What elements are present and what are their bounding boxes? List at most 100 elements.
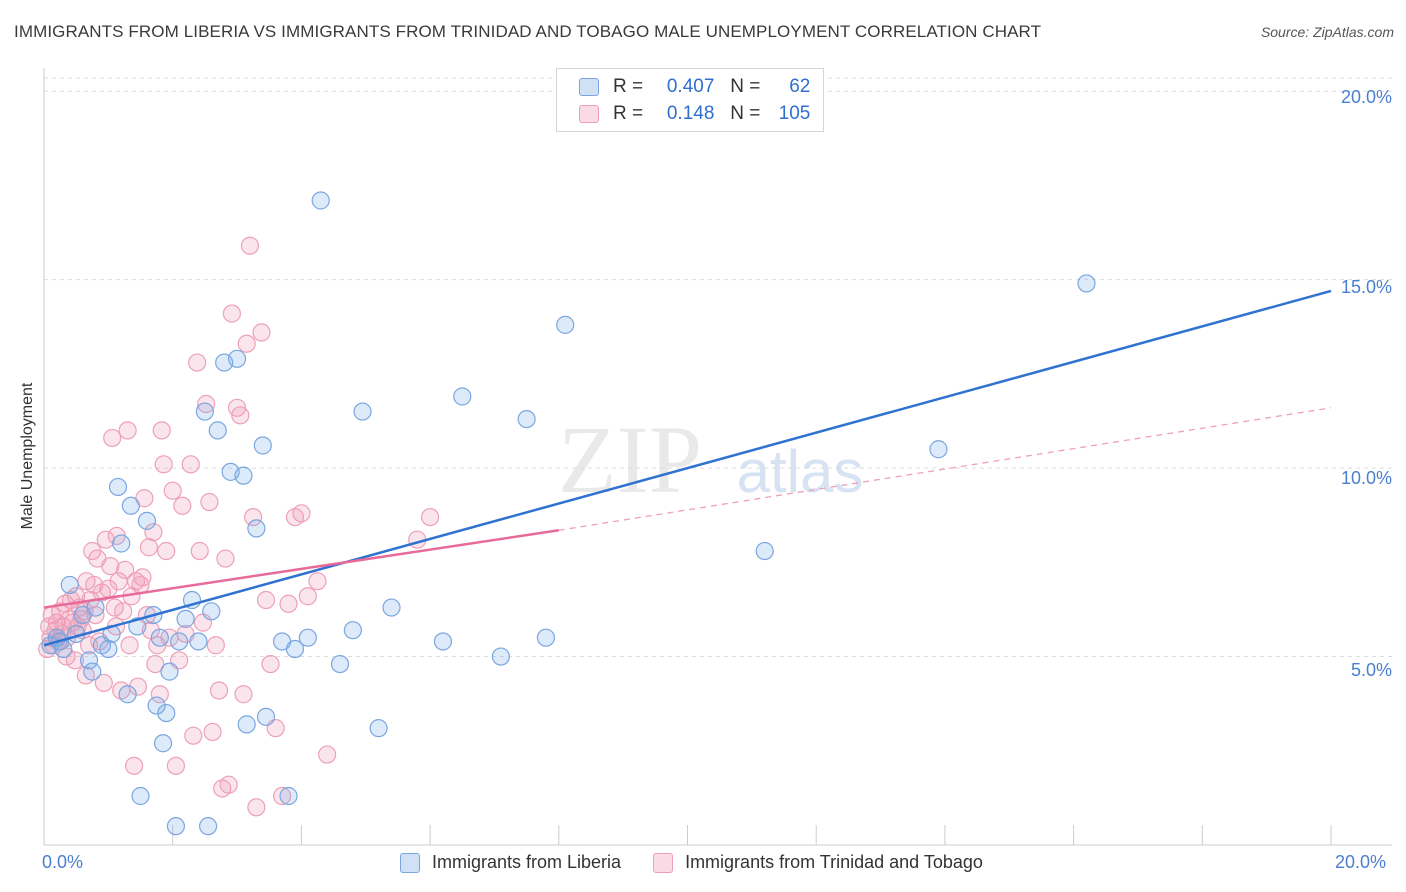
liberia-point — [237, 715, 256, 734]
trinidad-point — [231, 406, 250, 425]
liberia-point — [369, 719, 388, 738]
liberia-point — [311, 191, 330, 210]
liberia-point — [517, 409, 536, 429]
trend-lines — [43, 289, 1332, 647]
liberia-point — [353, 402, 372, 421]
legend-label-trinidad: Immigrants from Trinidad and Tobago — [685, 852, 983, 872]
liberia-point — [343, 621, 362, 640]
trinidad-point — [421, 507, 440, 527]
legend-r-value: 0.407 — [666, 76, 715, 97]
legend-n-label: N = — [730, 76, 761, 97]
liberia-point — [137, 511, 157, 530]
chart-title: IMMIGRANTS FROM LIBERIA VS IMMIGRANTS FR… — [14, 22, 1042, 41]
liberia-point — [929, 440, 948, 459]
watermark-zip: ZIP — [558, 406, 702, 513]
trinidad-swatch — [579, 105, 599, 123]
liberia-point — [755, 541, 774, 561]
liberia-point — [128, 617, 147, 636]
trinidad-point — [222, 304, 242, 323]
trinidad-point — [101, 556, 120, 576]
liberia-point — [285, 639, 305, 659]
trinidad-point — [298, 587, 317, 606]
legend-n-value: 62 — [789, 76, 811, 97]
series-legend: Immigrants from Liberia Immigrants from … — [400, 852, 1015, 873]
liberia-point — [227, 349, 247, 368]
trinidad-point — [157, 541, 176, 561]
liberia-point — [121, 496, 140, 515]
trinidad-point — [150, 685, 169, 704]
trinidad-point — [181, 455, 200, 474]
trinidad-point — [203, 722, 222, 742]
liberia-point — [108, 477, 128, 497]
trinidad-point — [128, 677, 148, 696]
trinidad-swatch — [653, 852, 674, 873]
liberia-point — [453, 387, 472, 406]
trinidad-point — [163, 481, 182, 500]
trinidad-point — [252, 323, 271, 342]
liberia-point — [208, 421, 227, 440]
trinidad-point — [279, 594, 298, 613]
liberia-point — [195, 402, 214, 421]
trinidad-point — [318, 745, 337, 764]
liberia-swatch — [579, 78, 599, 96]
y-tick-label: 5.0% — [1350, 660, 1392, 680]
y-tick-label: 10.0% — [1340, 468, 1392, 488]
liberia-point — [118, 685, 137, 704]
liberia-point — [99, 639, 118, 659]
x-tick-label: 20.0% — [1335, 852, 1387, 872]
trinidad-point — [184, 726, 203, 745]
liberia-point — [83, 662, 102, 681]
trinidad-point — [240, 236, 260, 255]
liberia-point — [247, 519, 266, 538]
legend-n-value: 105 — [778, 103, 811, 124]
liberia-trend-line — [43, 289, 1332, 647]
trinidad-point — [120, 636, 139, 655]
trinidad-point — [115, 560, 135, 579]
legend-row-liberia: R = 0.407 N = 62 — [579, 75, 810, 99]
trinidad-point — [86, 605, 105, 625]
liberia-point — [160, 662, 179, 681]
trinidad-point — [234, 685, 253, 704]
trinidad-point — [200, 492, 219, 512]
liberia-point — [382, 598, 401, 617]
trinidad-point — [94, 673, 113, 693]
liberia-point — [330, 654, 350, 674]
trinidad-point — [67, 587, 86, 606]
trinidad-point — [133, 568, 152, 587]
trinidad-point — [173, 496, 192, 515]
trinidad-point — [166, 756, 186, 775]
legend-row-trinidad: R = 0.148 N = 105 — [579, 102, 810, 126]
liberia-point — [198, 817, 218, 836]
liberia-point — [60, 575, 79, 595]
legend-r-label: R = — [613, 76, 644, 97]
liberia-point — [253, 436, 272, 455]
liberia-point — [153, 734, 173, 753]
liberia-point — [433, 632, 453, 651]
liberia-point — [170, 632, 189, 651]
legend-r-value: 0.148 — [666, 103, 715, 124]
liberia-point — [491, 647, 510, 666]
trinidad-point — [152, 421, 171, 440]
trinidad-point — [209, 681, 229, 700]
trinidad-point — [256, 590, 276, 610]
liberia-point — [166, 817, 186, 836]
trinidad-point — [292, 504, 311, 523]
liberia-point — [256, 707, 276, 726]
liberia-point — [202, 602, 221, 621]
legend-r-label: R = — [613, 103, 644, 124]
trinidad-point — [118, 421, 137, 440]
trinidad-trend-line — [43, 529, 559, 609]
liberia-point — [234, 466, 253, 485]
chart-source: Source: ZipAtlas.com — [1260, 24, 1394, 40]
liberia-swatch — [400, 852, 420, 873]
x-tick-label: 0.0% — [42, 852, 84, 872]
trinidad-point — [144, 523, 163, 542]
liberia-point — [279, 786, 298, 806]
liberia-point — [157, 703, 176, 723]
liberia-point — [1077, 274, 1096, 293]
trinidad-point — [247, 798, 266, 817]
trinidad-point — [197, 394, 216, 414]
trinidad-point — [190, 541, 209, 561]
trinidad-point — [139, 538, 158, 557]
